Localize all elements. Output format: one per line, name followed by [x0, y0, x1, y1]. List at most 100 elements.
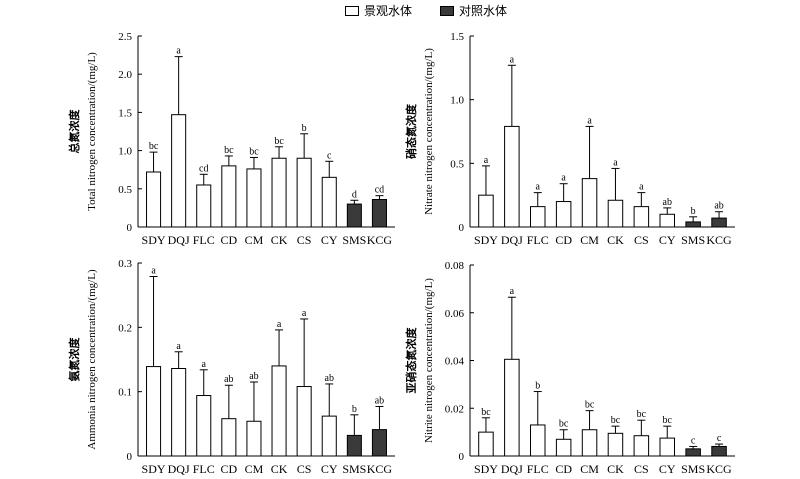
- bar-CS: [296, 386, 312, 457]
- significance-letter-CK: bc: [274, 136, 284, 147]
- y-axis-label-cn: 亚硝态氮浓度: [404, 327, 418, 394]
- significance-letter-CY: ab: [325, 373, 334, 384]
- x-tick-label-KCG: KCG: [706, 233, 732, 247]
- significance-letter-SDY: a: [484, 155, 489, 166]
- significance-letter-CS: a: [639, 182, 644, 193]
- significance-letter-DQJ: a: [510, 286, 515, 297]
- bar-DQJ: [504, 358, 520, 457]
- significance-letter-SMS: b: [352, 404, 357, 415]
- y-tick-label: 0.2: [118, 322, 132, 334]
- x-tick-label-CM: CM: [245, 233, 264, 247]
- x-tick-label-SMS: SMS: [342, 233, 366, 247]
- x-tick-label-CY: CY: [659, 462, 676, 476]
- chart-panel-3: 0 0.1 0.2 0.3 Ammonia nitrogen concentration…: [67, 258, 395, 476]
- bar-CK: [607, 432, 624, 457]
- x-tick-label-SDY: SDY: [474, 462, 498, 476]
- y-axis-label-cn: 总氮浓度: [67, 109, 81, 154]
- significance-letter-SDY: a: [151, 266, 156, 277]
- x-tick-label-SDY: SDY: [142, 462, 166, 476]
- significance-letter-KCG: cd: [375, 185, 384, 196]
- significance-letter-CM: a: [587, 115, 592, 126]
- bar-KCG: [371, 429, 387, 457]
- significance-letter-CK: a: [613, 157, 618, 168]
- significance-letter-CM: bc: [249, 146, 259, 157]
- significance-letter-CS: a: [302, 308, 307, 319]
- bar-FLC: [529, 206, 546, 228]
- bar-CM: [581, 429, 598, 457]
- bar-SDY: [478, 431, 494, 457]
- bar-CY: [321, 415, 337, 457]
- significance-letter-SDY: bc: [481, 407, 491, 418]
- x-tick-label-CY: CY: [321, 233, 338, 247]
- bar-CY: [659, 213, 676, 228]
- x-tick-label-CK: CK: [271, 462, 288, 476]
- bar-CD: [555, 201, 572, 228]
- bar-FLC: [196, 395, 212, 457]
- legend-swatch-control: [440, 5, 454, 16]
- significance-letter-CM: ab: [249, 371, 258, 382]
- x-tick-label-KCG: KCG: [706, 462, 732, 476]
- bar-FLC: [529, 424, 546, 457]
- x-tick-label-CD: CD: [221, 462, 238, 476]
- significance-letter-CK: a: [277, 319, 282, 330]
- chart-panel-2: 0 0.5 1.0 1.5 Nitrate nitrogen concentration…: [404, 31, 735, 247]
- y-tick-label: 0: [127, 451, 133, 463]
- bar-KCG: [371, 198, 387, 228]
- legend-swatch-landscape: [345, 5, 359, 16]
- y-tick-label: 0.1: [118, 387, 132, 399]
- x-tick-label-CK: CK: [271, 233, 288, 247]
- y-tick-label: 2.0: [118, 69, 132, 81]
- y-tick-label: 1.0: [118, 146, 132, 158]
- x-tick-label-CD: CD: [555, 233, 572, 247]
- bar-CY: [659, 437, 676, 457]
- x-tick-label-SMS: SMS: [681, 233, 705, 247]
- y-tick-label: 0.5: [118, 184, 132, 196]
- bar-DQJ: [171, 114, 187, 228]
- x-tick-label-CD: CD: [555, 462, 572, 476]
- x-tick-label-CK: CK: [607, 233, 624, 247]
- legend-item-landscape: 景观水体: [345, 2, 412, 19]
- chart-panel-1: 0 0.5 1.0 1.5 2.0 2.5 Total nitrogen concentra…: [67, 31, 395, 247]
- x-tick-label-CD: CD: [221, 233, 238, 247]
- y-tick-label: 0.3: [118, 258, 132, 270]
- significance-letter-DQJ: a: [176, 341, 181, 352]
- y-tick-label: 0: [459, 222, 465, 234]
- significance-letter-KCG: ab: [375, 395, 384, 406]
- x-tick-label-CK: CK: [607, 462, 624, 476]
- y-tick-label: 1.0: [450, 95, 464, 107]
- x-tick-label-KCG: KCG: [367, 233, 393, 247]
- significance-letter-KCG: c: [717, 433, 722, 444]
- y-axis-label-en: Nitrite nitrogen concentration/(mg/L): [423, 278, 435, 443]
- x-tick-label-DQJ: DQJ: [168, 233, 190, 247]
- x-tick-label-CS: CS: [634, 462, 649, 476]
- significance-letter-KCG: ab: [714, 201, 723, 212]
- y-tick-label: 1.5: [118, 107, 132, 119]
- bar-SDY: [146, 366, 162, 457]
- x-tick-label-FLC: FLC: [193, 233, 215, 247]
- x-tick-label-SMS: SMS: [342, 462, 366, 476]
- y-tick-label: 0.06: [445, 308, 465, 320]
- x-tick-label-FLC: FLC: [527, 233, 549, 247]
- y-axis-label-en: Nitrate nitrogen concentration/(mg/L): [423, 48, 435, 215]
- bar-CM: [246, 168, 262, 228]
- x-tick-label-CM: CM: [580, 462, 599, 476]
- significance-letter-CD: bc: [224, 145, 234, 156]
- y-tick-label: 1.5: [450, 31, 464, 43]
- x-tick-label-CM: CM: [245, 462, 264, 476]
- bar-CK: [271, 157, 287, 228]
- bar-SMS: [685, 448, 701, 457]
- x-tick-label-FLC: FLC: [193, 462, 215, 476]
- x-tick-label-CS: CS: [297, 462, 312, 476]
- bar-CS: [633, 206, 650, 228]
- chart-panel-4: 0 0.02 0.04 0.06 0.08 Nitrite nitrogen concen…: [404, 260, 735, 476]
- bar-SMS: [685, 221, 701, 228]
- y-tick-label: 0.02: [445, 403, 464, 415]
- significance-letter-CY: ab: [663, 197, 672, 208]
- bar-SDY: [146, 171, 162, 228]
- legend-label-control: 对照水体: [459, 4, 508, 18]
- legend-item-control: 对照水体: [440, 2, 507, 19]
- x-tick-label-DQJ: DQJ: [168, 462, 190, 476]
- bar-CM: [581, 178, 598, 228]
- significance-letter-CD: a: [561, 173, 566, 184]
- significance-letter-CY: c: [327, 150, 332, 161]
